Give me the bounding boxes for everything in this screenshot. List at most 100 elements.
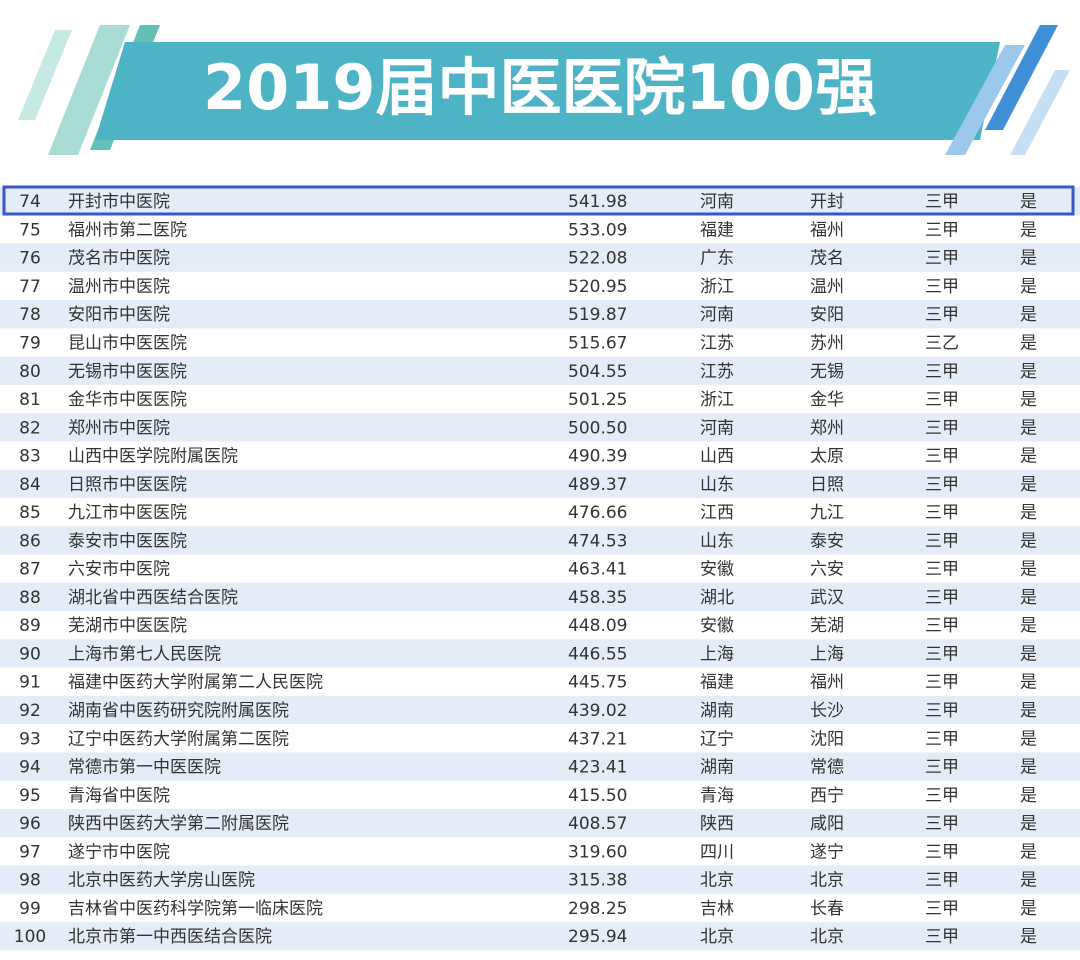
rank: 94 [19,758,41,778]
city: 西宁 [810,786,844,806]
score: 463.41 [568,560,627,580]
rank: 75 [19,220,41,240]
grade: 三甲 [925,475,959,495]
score: 315.38 [568,871,627,891]
grade: 三甲 [925,899,959,919]
score: 500.50 [568,418,627,438]
row-bg [0,752,1080,781]
grade: 三甲 [925,362,959,382]
grade: 三甲 [925,305,959,325]
grade: 三甲 [925,673,959,693]
hospital-name: 芜湖市中医医院 [68,616,187,636]
score: 437.21 [568,729,627,749]
province: 湖南 [700,701,734,721]
public: 是 [1020,701,1037,721]
hospital-name: 开封市中医院 [68,192,170,212]
grade: 三乙 [925,333,959,353]
province: 上海 [700,644,734,664]
province: 陕西 [700,814,734,834]
city: 长沙 [810,701,844,721]
city: 开封 [810,192,844,212]
public: 是 [1020,588,1037,608]
rank: 87 [19,560,41,580]
score: 295.94 [568,927,627,947]
public: 是 [1020,362,1037,382]
public: 是 [1020,475,1037,495]
grade: 三甲 [925,927,959,947]
grade: 三甲 [925,560,959,580]
city: 咸阳 [810,814,844,834]
grade: 三甲 [925,786,959,806]
city: 北京 [810,871,844,891]
grade: 三甲 [925,418,959,438]
grade: 三甲 [925,616,959,636]
row-bg [0,582,1080,612]
rank: 78 [19,305,41,325]
rank: 77 [19,277,41,297]
hospital-name: 温州市中医院 [68,277,170,297]
grade: 三甲 [925,447,959,467]
score: 504.55 [568,362,627,382]
public: 是 [1020,531,1037,551]
city: 郑州 [810,418,844,438]
hospital-name: 遂宁市中医院 [68,842,170,862]
row-bg [0,469,1080,498]
city: 遂宁 [810,842,844,862]
public: 是 [1020,814,1037,834]
row-bg [0,526,1080,555]
rank: 81 [19,390,41,410]
score: 448.09 [568,616,627,636]
hospital-name: 山西中医学院附属医院 [68,447,238,467]
grade: 三甲 [925,588,959,608]
rank: 100 [14,927,46,947]
hospital-name: 日照市中医医院 [68,475,187,495]
hospital-name: 北京中医药大学房山医院 [68,871,255,891]
rank: 85 [19,503,41,523]
hospital-name: 泰安市中医医院 [68,531,187,551]
hospital-name: 湖南省中医药研究院附属医院 [68,701,289,721]
rank: 99 [19,899,41,919]
score: 408.57 [568,814,627,834]
hospital-name: 湖北省中西医结合医院 [68,588,238,608]
province: 青海 [700,786,734,806]
banner-title: 2019届中医医院100强 [203,51,877,124]
grade: 三甲 [925,758,959,778]
hospital-name: 无锡市中医医院 [68,362,187,382]
grade: 三甲 [925,277,959,297]
banner-band [95,42,1000,140]
province: 河南 [700,305,734,325]
rank: 91 [19,673,41,693]
city: 沈阳 [810,729,844,749]
city: 太原 [810,447,844,467]
hospital-name: 青海省中医院 [68,786,170,806]
province: 广东 [700,249,734,269]
row-bg [0,922,1080,951]
city: 金华 [810,390,844,410]
province: 河南 [700,418,734,438]
hospital-name: 安阳市中医院 [68,305,170,325]
score: 476.66 [568,503,627,523]
grade: 三甲 [925,531,959,551]
grade: 三甲 [925,842,959,862]
score: 489.37 [568,475,627,495]
stripe [945,45,1025,155]
public: 是 [1020,447,1037,467]
score: 458.35 [568,588,627,608]
city: 日照 [810,475,844,495]
province: 北京 [700,871,734,891]
grade: 三甲 [925,503,959,523]
rank: 79 [19,333,41,353]
province: 浙江 [700,390,734,410]
city: 无锡 [810,362,844,382]
province: 福建 [700,673,734,693]
public: 是 [1020,673,1037,693]
row-bg [0,300,1080,329]
province: 江苏 [700,333,734,353]
province: 安徽 [700,616,734,636]
city: 六安 [810,560,844,580]
hospital-name: 吉林省中医药科学院第一临床医院 [68,899,323,919]
rank: 86 [19,531,41,551]
score: 298.25 [568,899,627,919]
rank: 96 [19,814,41,834]
